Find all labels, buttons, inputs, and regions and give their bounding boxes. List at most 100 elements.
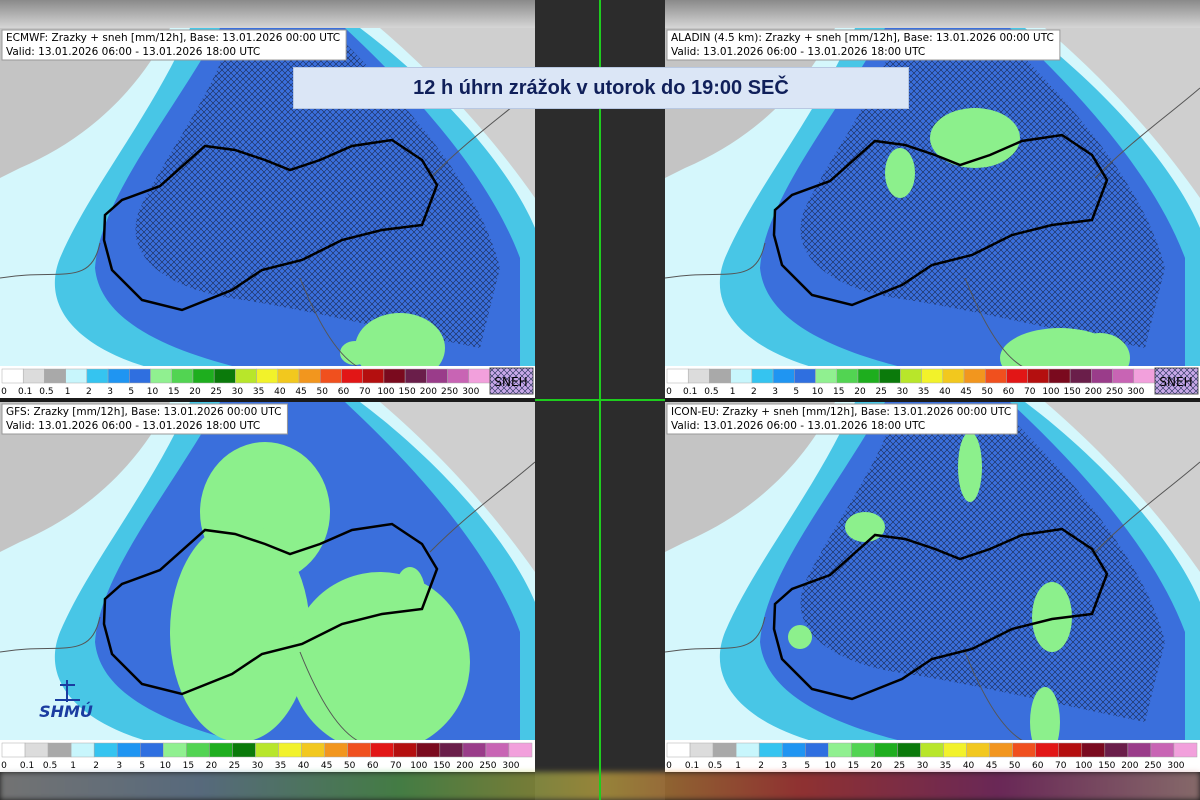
legend-label: 10: [147, 387, 159, 397]
legend-label: 25: [894, 761, 905, 771]
legend-swatch: [235, 368, 257, 384]
legend-label: 1: [735, 761, 741, 771]
legend-swatch: [794, 368, 816, 384]
header-box: [1, 403, 288, 435]
legend-swatch: [874, 742, 898, 758]
slovakia-outline: [772, 133, 1109, 307]
snow-label: SNEH: [1159, 375, 1192, 389]
legend-swatch: [277, 368, 300, 384]
legend-swatch: [921, 368, 944, 384]
legend-swatch: [24, 742, 49, 758]
legend-swatch: [966, 742, 990, 758]
legend-label: 50: [344, 761, 356, 771]
legend-swatch: [836, 368, 859, 384]
legend-label: 300: [1167, 761, 1184, 771]
snow-hatch: [490, 368, 533, 394]
legend-swatch: [301, 742, 325, 758]
legend-label: 100: [1075, 761, 1092, 771]
legend-label: 70: [390, 761, 402, 771]
legend-label: 20: [854, 387, 866, 397]
legend-label: 25: [210, 387, 221, 397]
legend-swatch: [666, 742, 691, 758]
legend-label: 70: [359, 387, 371, 397]
legend-label: 0: [666, 761, 672, 771]
legend-label: 2: [751, 387, 757, 397]
legend-label: 60: [338, 387, 350, 397]
dry-area: [0, 402, 170, 552]
legend-label: 0.5: [39, 387, 53, 397]
model-line: ICON-EU: Zrazky + sneh [mm/12h], Base: 1…: [671, 406, 1011, 418]
map-panel: ICON-EU: Zrazky + sneh [mm/12h], Base: 1…: [665, 402, 1200, 772]
legend-swatch: [508, 742, 533, 758]
legend-label: 0.1: [18, 387, 32, 397]
legend-swatch: [1081, 742, 1106, 758]
legend-swatch: [485, 742, 510, 758]
legend-label: 3: [781, 761, 787, 771]
valid-line: Valid: 13.01.2026 06:00 - 13.01.2026 18:…: [6, 46, 260, 58]
legend-swatch: [689, 742, 714, 758]
legend-swatch: [751, 368, 774, 384]
legend-swatch: [1150, 742, 1175, 758]
legend-label: 40: [274, 387, 286, 397]
border-line: [665, 87, 1200, 369]
heavier-rain: [1030, 687, 1060, 757]
legend-label: 15: [183, 761, 194, 771]
legend-swatch: [426, 368, 448, 384]
legend-label: 10: [812, 387, 824, 397]
legend-swatch: [730, 368, 753, 384]
heavier-rain: [340, 341, 370, 365]
legend-swatch: [815, 368, 837, 384]
legend-swatch: [47, 742, 72, 758]
legend-label: 10: [160, 761, 172, 771]
legend-swatch: [232, 742, 256, 758]
legend-swatch: [324, 742, 348, 758]
legend-swatch: [666, 368, 689, 384]
heavier-rain: [845, 512, 885, 542]
legend-swatch: [758, 742, 783, 758]
valid-line: Valid: 13.01.2026 06:00 - 13.01.2026 18:…: [671, 420, 925, 432]
legend-swatch: [347, 742, 371, 758]
legend-label: 250: [479, 761, 496, 771]
dry-area: [0, 28, 170, 178]
legend-label: 30: [252, 761, 264, 771]
legend-swatch: [298, 368, 321, 384]
heavier-rain: [170, 522, 310, 742]
legend-swatch: [468, 368, 491, 384]
valid-line: Valid: 13.01.2026 06:00 - 13.01.2026 18:…: [6, 420, 260, 432]
bottom-edge: [0, 772, 1200, 800]
legend-swatch: [897, 742, 921, 758]
legend-label: 150: [1064, 387, 1081, 397]
legend-label: 3: [116, 761, 122, 771]
legend-swatch: [383, 368, 406, 384]
header-box: [666, 403, 1018, 435]
legend-swatch: [65, 368, 88, 384]
legend-swatch: [447, 368, 470, 384]
legend-label: 35: [940, 761, 951, 771]
header-box: [1, 29, 347, 61]
legend-swatch: [805, 742, 829, 758]
dry-area: [665, 402, 835, 552]
legend-label: 0.1: [685, 761, 699, 771]
legend-label: 40: [298, 761, 310, 771]
legend-swatch: [1069, 368, 1092, 384]
header-box: [666, 29, 1061, 61]
slovakia-outline: [102, 138, 439, 312]
legend-swatch: [900, 368, 922, 384]
legend-swatch: [192, 368, 215, 384]
legend-swatch: [163, 742, 187, 758]
legend-swatch: [362, 368, 385, 384]
heavier-rain: [355, 313, 445, 383]
dry-area: [1045, 28, 1200, 198]
legend-label: 0.1: [683, 387, 697, 397]
legend-label: 2: [86, 387, 92, 397]
legend-label: 0.1: [20, 761, 34, 771]
legend-swatch: [1, 742, 26, 758]
legend-swatch: [1035, 742, 1059, 758]
legend-swatch: [255, 742, 279, 758]
legend-swatch: [70, 742, 95, 758]
legend-swatch: [22, 368, 45, 384]
legend-label: 45: [321, 761, 332, 771]
legend-label: 35: [918, 387, 929, 397]
legend-label: 60: [1032, 761, 1044, 771]
